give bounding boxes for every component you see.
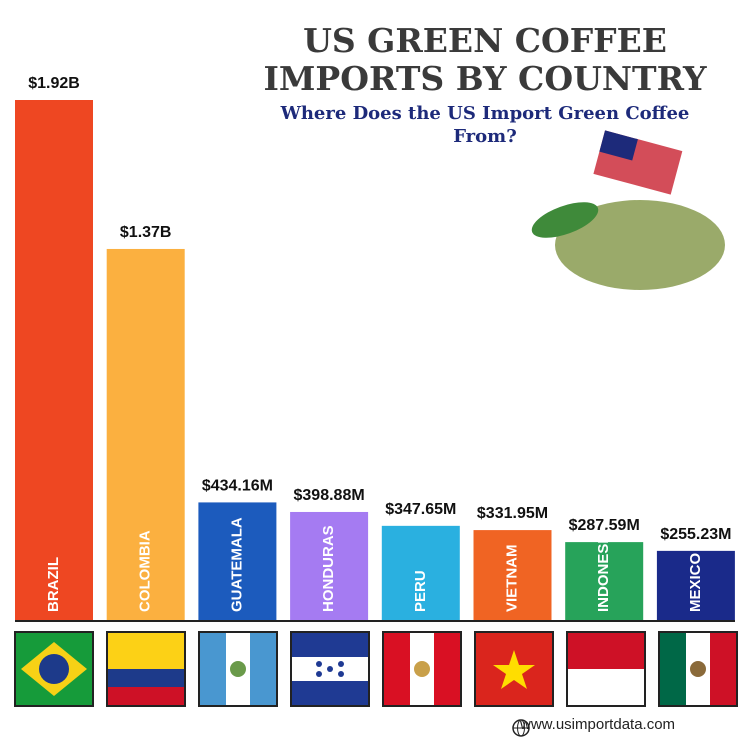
category-label: VIETNAM <box>503 545 520 613</box>
category-label: BRAZIL <box>45 557 62 612</box>
bar <box>198 502 277 620</box>
value-label: $398.88M <box>294 487 365 504</box>
globe-icon <box>512 719 530 737</box>
website: www.usimportdata.com <box>520 716 676 733</box>
value-label: $331.95M <box>477 505 548 522</box>
chart-title: US GREEN COFFEE IMPORTS BY COUNTRY <box>263 21 707 98</box>
bar <box>656 550 735 620</box>
category-label: GUATEMALA <box>228 517 245 612</box>
category-label: PERU <box>412 570 429 612</box>
category-label: HONDURAS <box>320 525 337 612</box>
category-label: INDONESIA <box>595 528 612 612</box>
value-label: $287.59M <box>569 517 640 534</box>
value-label: $434.16M <box>202 477 273 494</box>
bar <box>381 525 460 620</box>
category-label: COLOMBIA <box>137 530 154 612</box>
bar <box>15 100 93 620</box>
value-label: $347.65M <box>385 501 456 518</box>
coffee-decoration <box>531 130 725 290</box>
bar <box>290 511 369 620</box>
value-label: $1.92B <box>28 75 80 92</box>
flags <box>14 631 738 707</box>
category-label: MEXICO <box>687 552 704 612</box>
value-label: $255.23M <box>660 526 731 543</box>
bar <box>565 542 644 620</box>
bar <box>473 530 552 620</box>
chart-subtitle: Where Does the US Import Green Coffee Fr… <box>280 103 690 147</box>
bar <box>106 248 185 621</box>
value-label: $1.37B <box>120 224 172 241</box>
